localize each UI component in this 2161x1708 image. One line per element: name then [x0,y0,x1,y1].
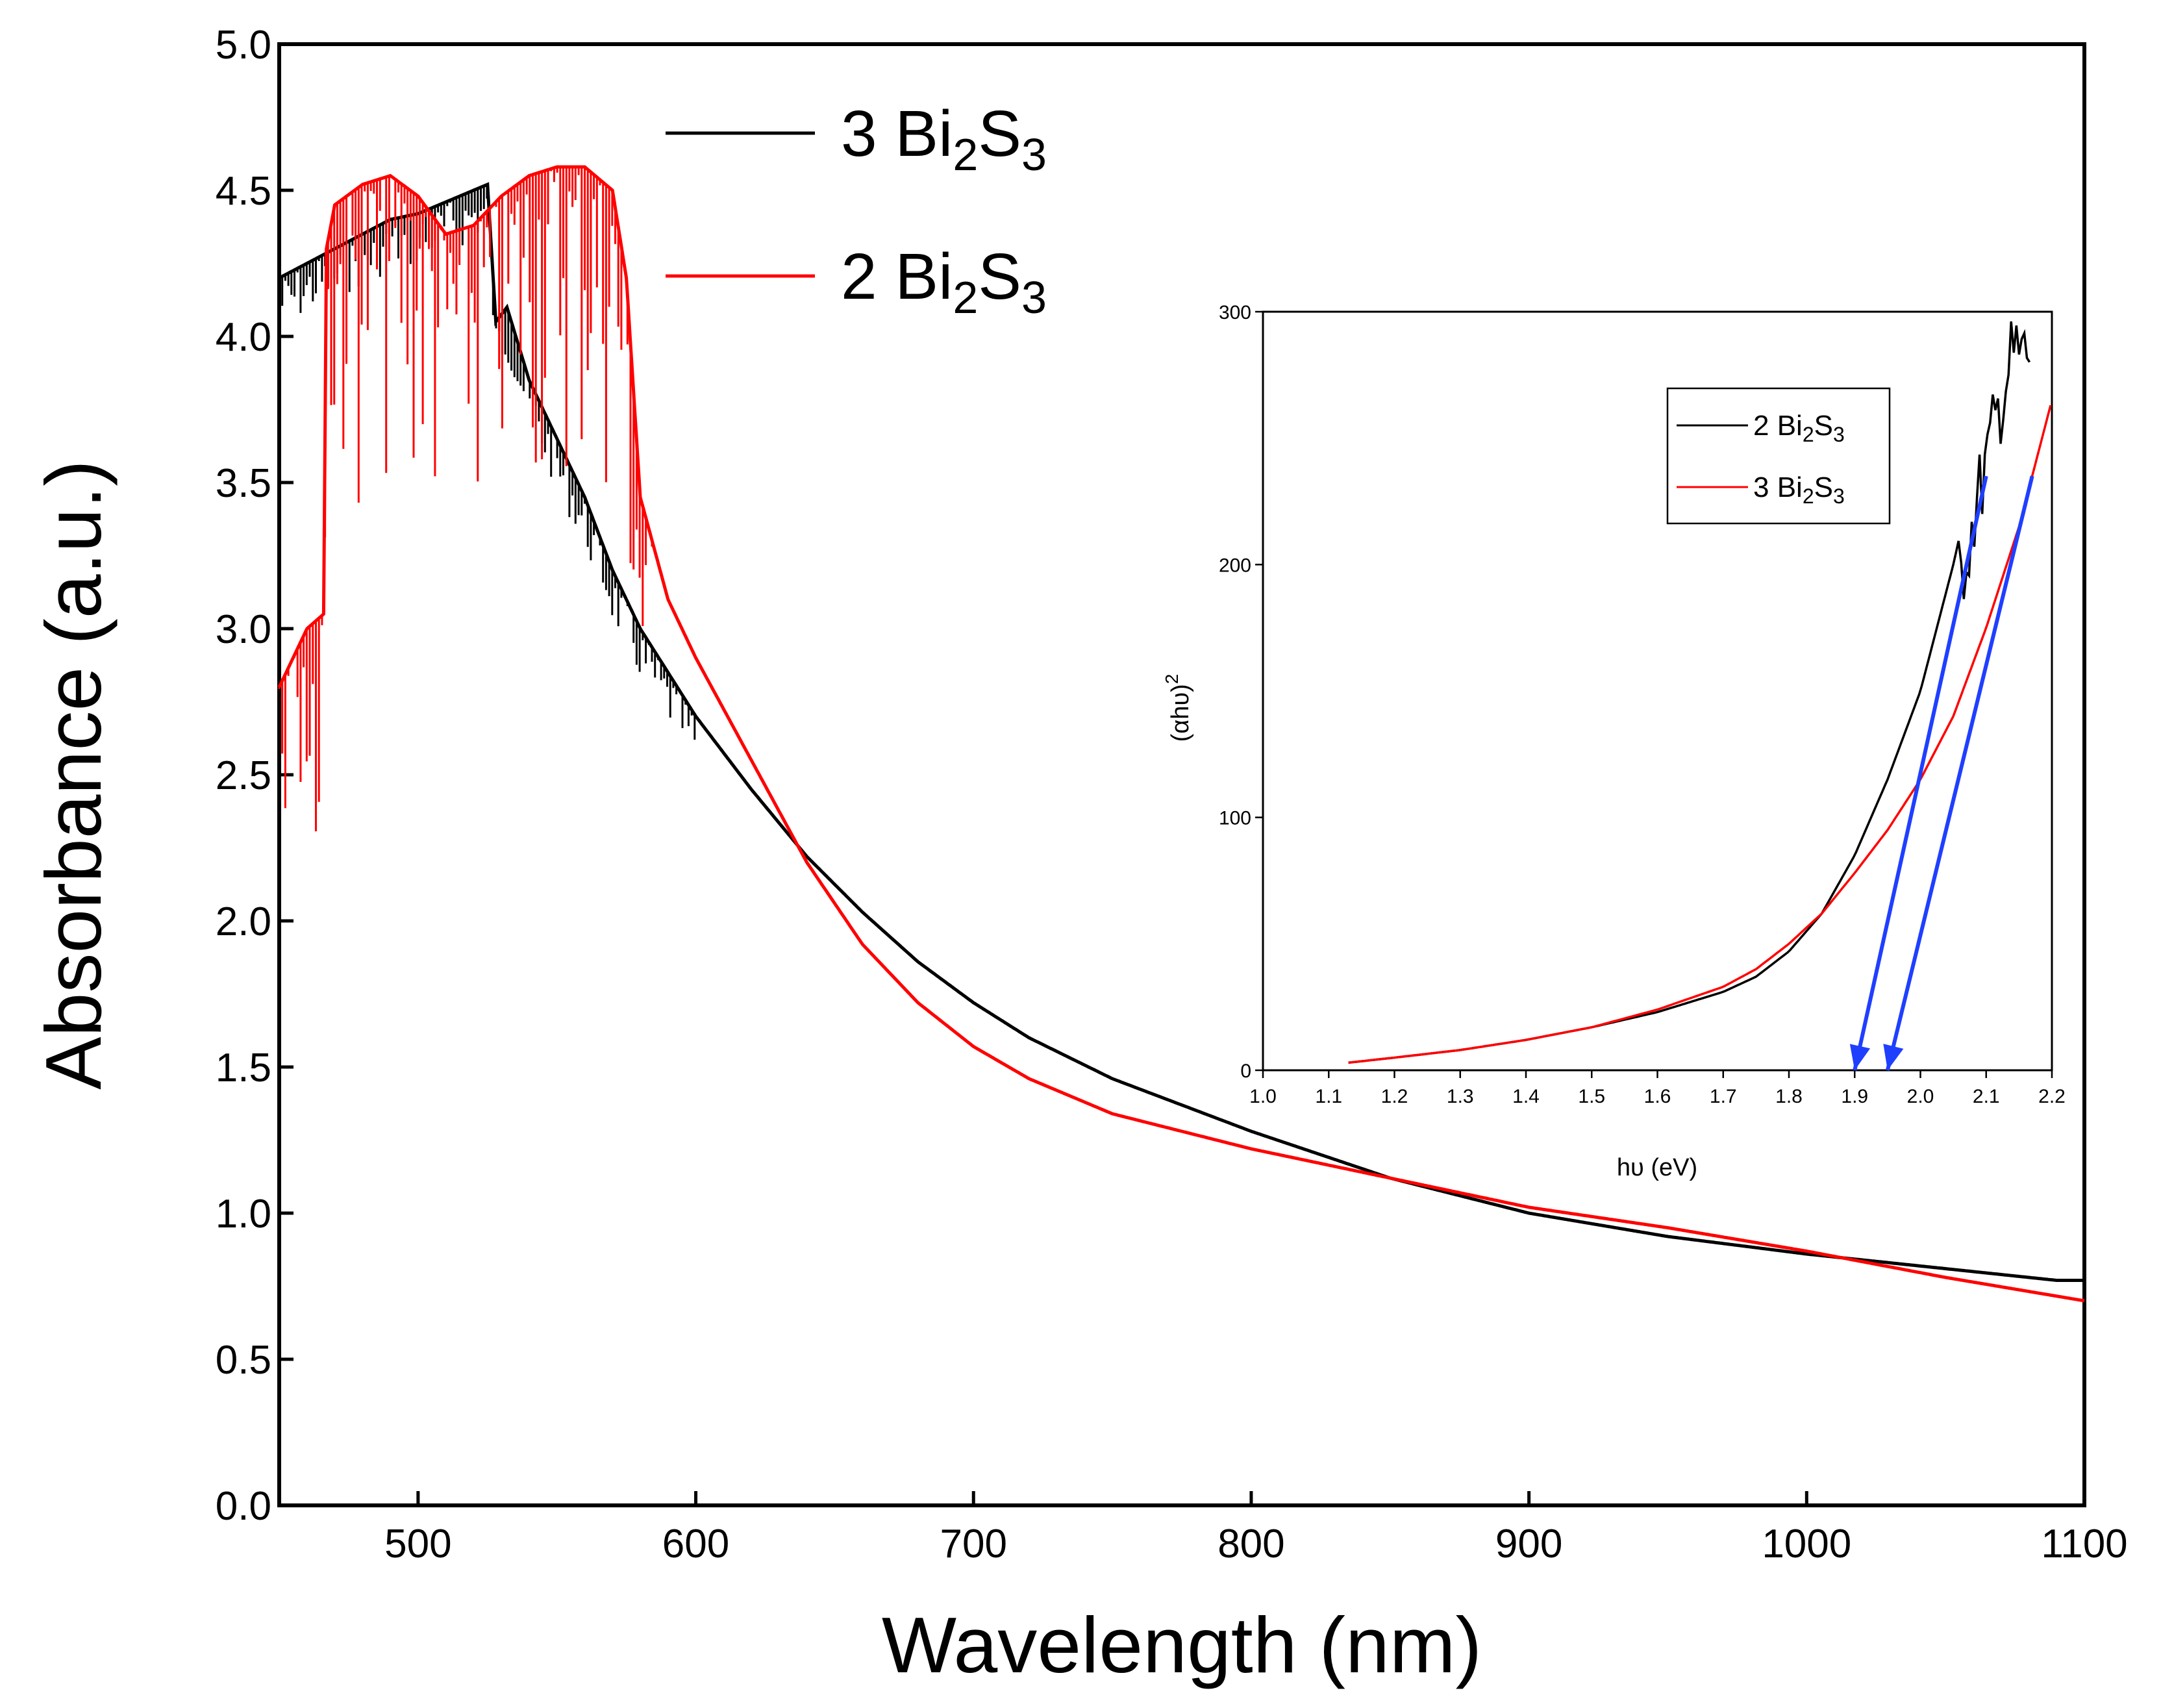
inset-background [1263,312,2052,1070]
inset-x-tick-label: 1.0 [1249,1086,1277,1107]
inset-y-tick-label: 300 [1219,302,1251,323]
main-x-axis-title: Wavelength (nm) [882,1601,1482,1689]
inset-x-tick-label: 2.2 [2038,1086,2066,1107]
main-plot: 500 600 700 800 900 1000 1100 0.00.51.01.52.02… [29,23,2128,1689]
main-line-2-bi2s3 [277,165,2085,1303]
inset-x-tick-label: 1.4 [1512,1086,1540,1107]
inset-plot: 1.0 1.1 1.2 1.3 1.4 1.5 1.6 1.7 1.8 1.9 2.0 2.1 2.2 … [1162,302,2066,1181]
main-x-tick-label: 500 [384,1522,451,1566]
inset-y-ticks: 0 100 200 300 [1219,302,1263,1082]
inset-tangent-arrow-2-bi2s3-tangent [1849,475,1988,1071]
main-y-tick-label: 4.5 [216,169,271,214]
inset-x-tick-label: 1.3 [1447,1086,1474,1107]
main-y-axis-title: Absorbance (a.u.) [29,460,118,1090]
inset-x-tick-label: 1.7 [1710,1086,1737,1107]
main-x-tick-label: 1100 [2041,1522,2127,1566]
main-y-tick-label: 2.5 [216,753,271,798]
main-y-ticks: 0.0 0.5 1.0 1.5 2.0 2.5 3.0 3.5 4.0 4.5 5.0 [216,23,294,1529]
main-series [277,165,2085,1303]
main-y-tick-label: 2.0 [216,899,271,944]
main-x-ticks: 500 600 700 800 900 1000 1100 [384,1491,2128,1566]
inset-y-axis-title: (αhυ)2 [1162,674,1194,742]
main-y-tick-label: 1.5 [216,1046,271,1090]
inset-x-tick-label: 1.5 [1578,1086,1605,1107]
inset-x-tick-label: 1.2 [1381,1086,1408,1107]
main-line-3-bi2s3 [278,182,2084,1282]
inset-legend-label-3bi2s3: 3 Bi2S3 [1753,471,1845,508]
inset-y-tick-label: 100 [1219,808,1251,829]
arrow-head-icon [1883,1044,1904,1070]
main-x-tick-label: 800 [1218,1522,1284,1566]
inset-y-tick-label: 200 [1219,555,1251,576]
main-y-tick-label: 3.5 [216,461,271,506]
inset-series [1348,321,2052,1064]
inset-x-ticks: 1.0 1.1 1.2 1.3 1.4 1.5 1.6 1.7 1.8 1.9 2.0 2.1 2.2 [1249,1070,2066,1107]
main-y-tick-label: 5.0 [216,23,271,68]
main-x-tick-label: 700 [940,1522,1007,1566]
inset-x-tick-label: 1.9 [1841,1086,1868,1107]
inset-x-tick-label: 2.0 [1907,1086,1934,1107]
main-y-tick-label: 3.0 [216,607,271,652]
arrow-head-icon [1849,1044,1871,1070]
inset-tangent-arrow-3-bi2s3-tangent [1883,475,2034,1071]
main-y-tick-label: 0.5 [216,1338,271,1383]
main-y-tick-label: 0.0 [216,1484,271,1529]
main-noise-3-bi2s3 [278,184,696,740]
inset-x-tick-label: 1.8 [1775,1086,1803,1107]
main-legend: 3 Bi2S3 2 Bi2S3 [666,97,1047,323]
main-y-tick-label: 1.0 [216,1192,271,1237]
inset-x-tick-label: 1.1 [1315,1086,1342,1107]
main-noise-2-bi2s3 [278,167,653,832]
inset-legend-label-2bi2s3: 2 Bi2S3 [1753,410,1845,446]
inset-legend-box [1666,387,1891,525]
main-x-tick-label: 900 [1495,1522,1562,1566]
inset-series-3-bi2s3 [1348,405,2052,1064]
inset-x-tick-label: 1.6 [1644,1086,1671,1107]
main-x-tick-label: 1000 [1762,1522,1851,1566]
main-series-2-bi2s3 [277,165,2085,1303]
inset-x-axis-title: hυ (eV) [1617,1154,1697,1181]
inset-tangent-arrows [1849,475,2034,1071]
main-x-tick-label: 600 [662,1522,729,1566]
inset-legend: 2 Bi2S3 3 Bi2S3 [1666,387,1891,525]
legend-label-3bi2s3: 3 Bi2S3 [841,97,1047,180]
legend-label-2bi2s3: 2 Bi2S3 [841,240,1047,323]
tangent-line [1853,475,1988,1071]
inset-y-tick-label: 0 [1240,1061,1251,1082]
tangent-line [1885,475,2034,1071]
main-y-tick-label: 4.0 [216,315,271,360]
inset-line-3-bi2s3 [1348,405,2052,1064]
inset-x-tick-label: 2.1 [1973,1086,2000,1107]
